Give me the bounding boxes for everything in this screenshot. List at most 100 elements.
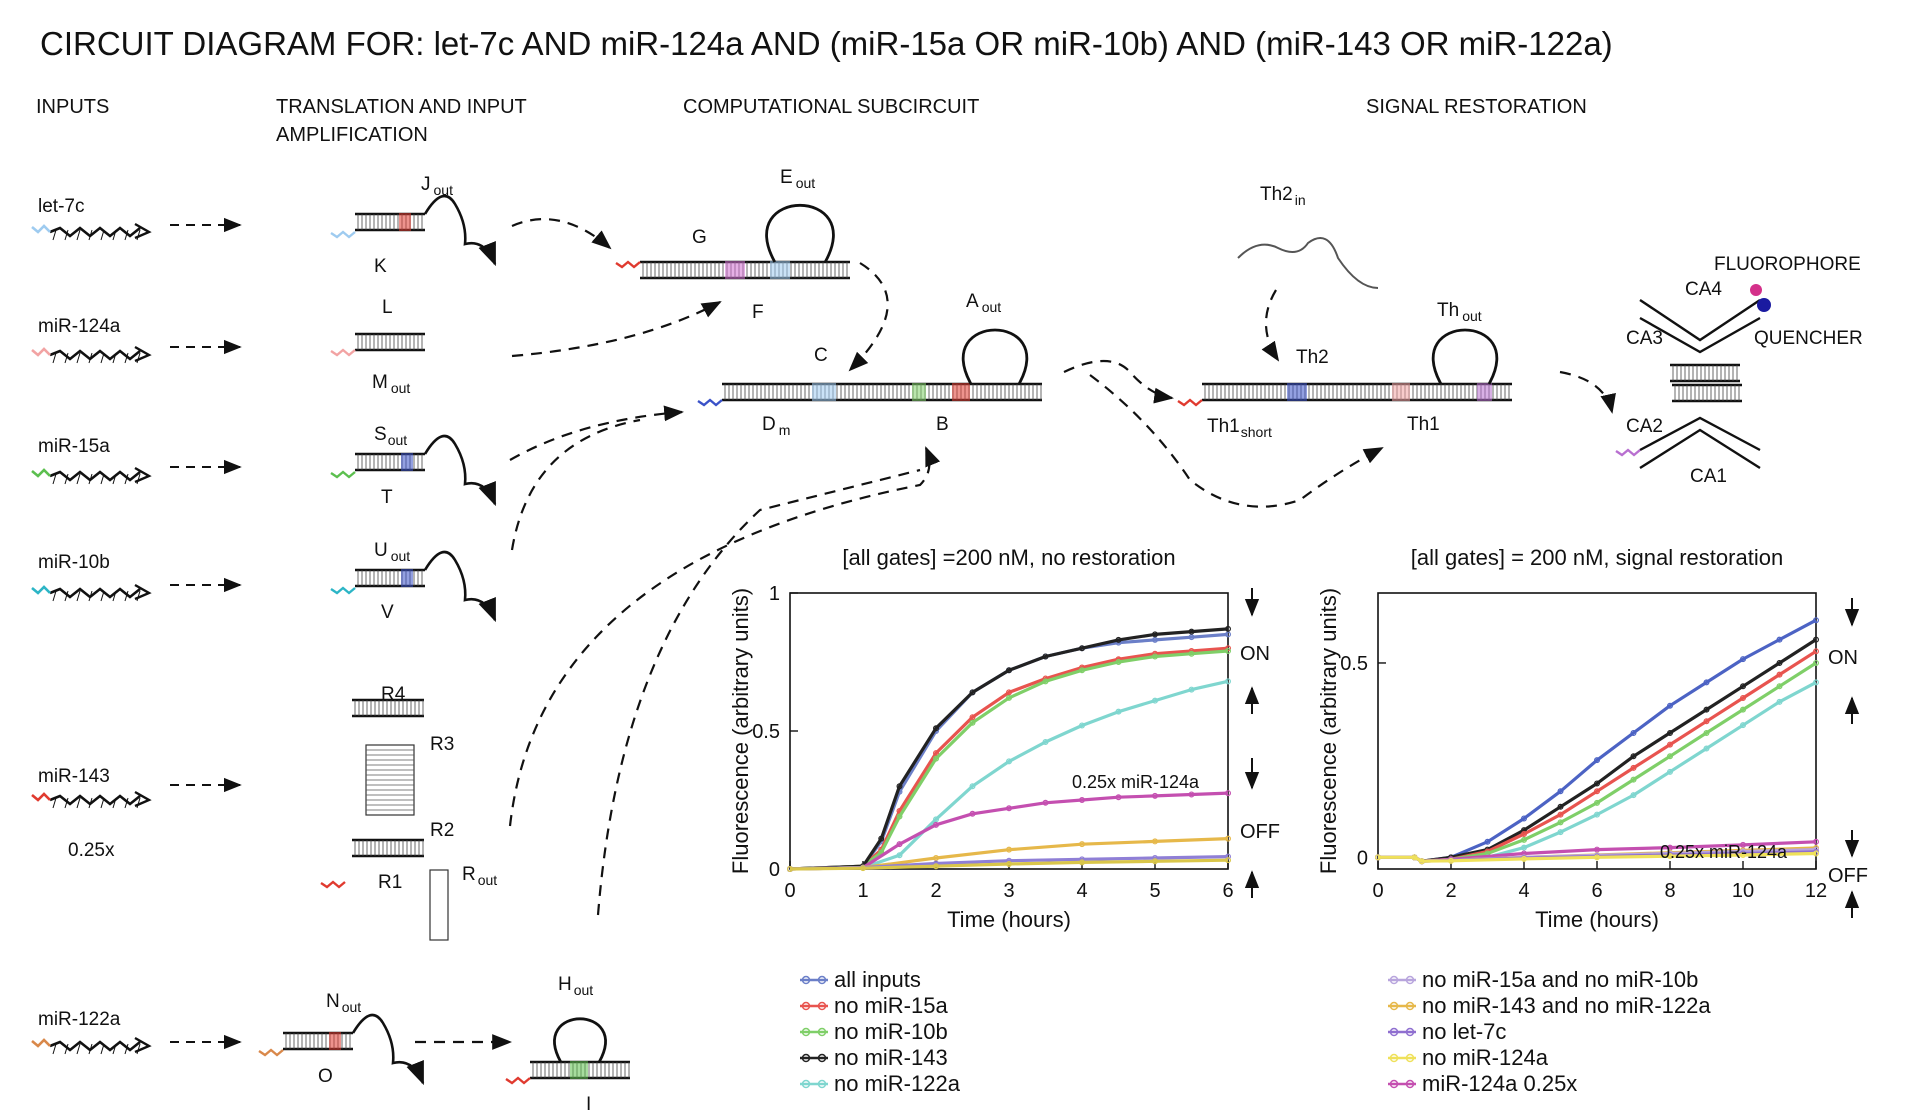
gate-CA-upper <box>1670 363 1740 383</box>
data-point <box>969 783 976 790</box>
hairpin-Aout <box>962 328 1028 385</box>
label-Thout: Th out <box>1437 300 1482 324</box>
annotation-quarter-miR-124a: 0.25x miR-124a <box>1660 842 1788 862</box>
strand-toehold <box>31 468 51 478</box>
legend-label: no let-7c <box>1422 1019 1506 1044</box>
y-tick-label: 1 <box>769 583 780 605</box>
data-point <box>1703 718 1710 725</box>
gate-CDB <box>722 382 1042 402</box>
data-point <box>1557 819 1564 826</box>
label-C: C <box>814 345 828 366</box>
strand-toehold <box>31 792 51 802</box>
annotation-off: OFF <box>1828 865 1868 887</box>
arrow-A-to-Th1short <box>1063 360 1174 404</box>
label-CA2: CA2 <box>1626 416 1663 437</box>
legend-marker <box>817 1001 827 1011</box>
legend-item: no miR-122a <box>800 1071 961 1096</box>
data-point <box>1151 792 1158 799</box>
legend-label: miR-124a 0.25x <box>1422 1071 1577 1096</box>
arrow-H-to-B <box>596 468 921 916</box>
legend-marker <box>1389 1027 1399 1037</box>
toehold-CA2 <box>1615 448 1641 457</box>
base-tick <box>124 590 129 602</box>
label-fluorophore: FLUOROPHORE <box>1714 254 1861 275</box>
base-tick <box>52 590 57 602</box>
data-point <box>1812 850 1819 857</box>
strand-arrowhead <box>134 1036 152 1054</box>
strand-arrowhead <box>134 345 152 363</box>
data-point <box>1224 853 1231 860</box>
base-tick <box>76 473 81 485</box>
data-point <box>1812 659 1819 666</box>
base-tick <box>64 229 69 241</box>
base-tick <box>52 229 57 241</box>
strand-toehold <box>31 224 51 234</box>
x-tick-label: 4 <box>1076 880 1087 902</box>
data-point <box>932 816 939 823</box>
data-point <box>1739 656 1746 663</box>
label-B: B <box>936 414 949 435</box>
gate-Rout-stem <box>429 869 449 941</box>
x-tick-label: 10 <box>1732 880 1754 902</box>
header-inputs: INPUTS <box>36 96 109 118</box>
legend-marker <box>817 1079 827 1089</box>
strand-body <box>49 794 141 806</box>
input-note-0.25x: 0.25x <box>68 840 115 861</box>
base-tick <box>88 1043 93 1055</box>
data-point <box>1447 857 1454 864</box>
data-point <box>896 783 903 790</box>
y-tick-label: 0 <box>769 859 780 881</box>
base-tick <box>76 229 81 241</box>
legend-item: no miR-15a <box>800 993 948 1018</box>
data-point <box>1776 698 1783 705</box>
base-tick <box>52 1043 57 1055</box>
data-point <box>1188 791 1195 798</box>
data-point <box>1078 722 1085 729</box>
legend-marker <box>817 975 827 985</box>
arrow-J-to-G <box>511 218 612 250</box>
data-point <box>1042 653 1049 660</box>
legend-item: no miR-10b <box>800 1019 948 1044</box>
base-tick <box>76 797 81 809</box>
data-point <box>932 725 939 732</box>
gate-JK <box>355 212 425 232</box>
label-Th2in: Th2 in <box>1260 184 1306 208</box>
legend-marker <box>1389 1079 1399 1089</box>
label-K: K <box>374 256 387 277</box>
gate-R4 <box>352 698 424 718</box>
toehold-I <box>505 1076 531 1085</box>
data-point <box>1557 803 1564 810</box>
data-point <box>969 714 976 721</box>
data-point <box>1666 741 1673 748</box>
data-point <box>1151 631 1158 638</box>
data-point <box>1593 788 1600 795</box>
gate-ST <box>355 452 425 472</box>
strand-toehold <box>31 1038 51 1048</box>
data-point <box>1418 858 1425 865</box>
data-point <box>1005 861 1012 868</box>
strand-arrowhead <box>134 222 152 240</box>
domain-highlight <box>401 453 413 471</box>
base-tick <box>100 473 105 485</box>
data-point <box>1078 667 1085 674</box>
tail-Nout <box>351 1013 425 1086</box>
legend-item: no miR-143 and no miR-122a <box>1388 993 1711 1018</box>
arrow-R-to-B <box>508 446 941 827</box>
x-tick-label: 5 <box>1149 880 1160 902</box>
data-point <box>1739 694 1746 701</box>
tail-Uout <box>423 550 497 623</box>
label-R4: R4 <box>381 684 406 705</box>
data-point <box>1115 636 1122 643</box>
input-strand-let-7c <box>31 222 152 241</box>
domain-highlight <box>401 569 413 587</box>
header-computational: COMPUTATIONAL SUBCIRCUIT <box>683 96 979 118</box>
data-point <box>1151 697 1158 704</box>
data-point <box>969 689 976 696</box>
data-point <box>1005 689 1012 696</box>
toehold-R1 <box>320 880 346 889</box>
data-point <box>878 835 885 842</box>
legend-label: no miR-15a <box>834 993 948 1018</box>
